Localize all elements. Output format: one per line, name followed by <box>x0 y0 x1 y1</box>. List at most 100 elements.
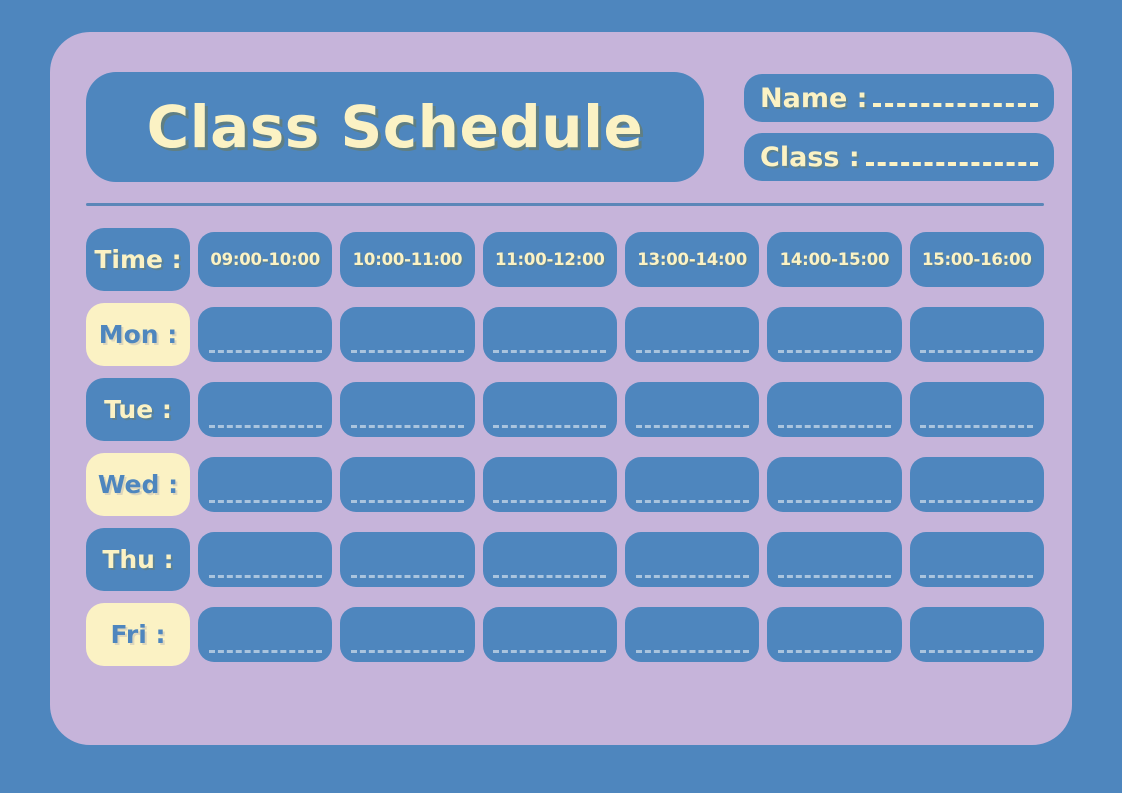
time-slot-label: 14:00-15:00 <box>779 250 890 269</box>
day-slots-mon <box>198 307 1044 362</box>
cell-writeline <box>351 350 464 353</box>
time-slot-label: 13:00-14:00 <box>637 250 747 269</box>
time-header-label-cell: Time : <box>86 228 190 291</box>
cell-writeline <box>920 425 1034 428</box>
time-header-slots: 09:00-10:00 10:00-11:00 11:00-12:00 13:0… <box>198 232 1044 287</box>
schedule-cell[interactable] <box>340 307 475 362</box>
schedule-cell[interactable] <box>482 607 617 662</box>
schedule-cell[interactable] <box>909 307 1044 362</box>
cell-writeline <box>351 650 464 653</box>
cell-writeline <box>635 650 749 653</box>
cell-writeline <box>778 575 891 578</box>
day-label: Mon : <box>98 320 178 349</box>
day-label: Tue : <box>104 395 172 424</box>
cell-writeline <box>778 650 891 653</box>
schedule-cell[interactable] <box>909 382 1044 437</box>
time-slot-header: 09:00-10:00 <box>198 232 333 287</box>
cell-writeline <box>920 575 1034 578</box>
day-label: Thu : <box>102 545 174 574</box>
schedule-cell[interactable] <box>340 382 475 437</box>
day-row-mon: Mon : <box>86 303 1044 366</box>
day-row-wed: Wed : <box>86 453 1044 516</box>
time-slot-label: 15:00-16:00 <box>921 250 1032 269</box>
day-slots-fri <box>198 607 1044 662</box>
schedule-cell[interactable] <box>340 532 475 587</box>
name-field[interactable]: Name : <box>744 74 1054 122</box>
day-label: Wed : <box>97 470 179 499</box>
day-label-cell-tue: Tue : <box>86 378 190 441</box>
time-slot-header: 14:00-15:00 <box>767 232 902 287</box>
cell-writeline <box>493 425 607 428</box>
day-label-cell-fri: Fri : <box>86 603 190 666</box>
name-field-writeline[interactable] <box>873 103 1038 107</box>
cell-writeline <box>351 575 464 578</box>
day-slots-tue <box>198 382 1044 437</box>
cell-writeline <box>208 575 322 578</box>
schedule-cell[interactable] <box>624 532 760 587</box>
cell-writeline <box>208 425 322 428</box>
schedule-cell[interactable] <box>624 382 760 437</box>
cell-writeline <box>493 350 607 353</box>
cell-writeline <box>493 650 607 653</box>
class-field-label: Class : <box>760 141 860 173</box>
schedule-cell[interactable] <box>624 307 760 362</box>
header-divider <box>86 203 1044 206</box>
cell-writeline <box>208 650 322 653</box>
day-label-cell-mon: Mon : <box>86 303 190 366</box>
time-slot-header: 13:00-14:00 <box>624 232 760 287</box>
schedule-cell[interactable] <box>767 457 902 512</box>
class-field[interactable]: Class : <box>744 133 1054 181</box>
day-row-tue: Tue : <box>86 378 1044 441</box>
cell-writeline <box>778 500 891 503</box>
time-slot-header: 11:00-12:00 <box>482 232 617 287</box>
schedule-cell[interactable] <box>767 307 902 362</box>
cell-writeline <box>635 350 749 353</box>
cell-writeline <box>351 425 464 428</box>
time-header-row: Time : 09:00-10:00 10:00-11:00 11:00-12:… <box>86 228 1044 291</box>
schedule-cell[interactable] <box>909 607 1044 662</box>
schedule-cell[interactable] <box>909 457 1044 512</box>
schedule-cell[interactable] <box>624 607 760 662</box>
schedule-cell[interactable] <box>198 382 333 437</box>
schedule-cell[interactable] <box>767 532 902 587</box>
cell-writeline <box>920 500 1034 503</box>
schedule-cell[interactable] <box>767 382 902 437</box>
schedule-cell[interactable] <box>767 607 902 662</box>
schedule-cell[interactable] <box>624 457 760 512</box>
day-label-cell-wed: Wed : <box>86 453 190 516</box>
time-slot-label: 11:00-12:00 <box>494 250 605 269</box>
schedule-cell[interactable] <box>482 532 617 587</box>
schedule-card: Class Schedule Name : Class : Time : 09:… <box>50 32 1072 745</box>
cell-writeline <box>208 500 322 503</box>
day-label: Fri : <box>110 620 166 649</box>
schedule-cell[interactable] <box>198 457 333 512</box>
schedule-cell[interactable] <box>909 532 1044 587</box>
schedule-cell[interactable] <box>482 307 617 362</box>
day-slots-thu <box>198 532 1044 587</box>
schedule-cell[interactable] <box>340 457 475 512</box>
cell-writeline <box>778 350 891 353</box>
schedule-cell[interactable] <box>198 307 333 362</box>
day-slots-wed <box>198 457 1044 512</box>
time-slot-label: 09:00-10:00 <box>210 250 321 269</box>
day-row-fri: Fri : <box>86 603 1044 666</box>
name-field-label: Name : <box>760 82 868 114</box>
schedule-cell[interactable] <box>340 607 475 662</box>
schedule-grid: Time : 09:00-10:00 10:00-11:00 11:00-12:… <box>86 228 1044 666</box>
time-slot-header: 10:00-11:00 <box>340 232 475 287</box>
class-field-writeline[interactable] <box>865 162 1038 166</box>
cell-writeline <box>920 350 1034 353</box>
day-label-cell-thu: Thu : <box>86 528 190 591</box>
cell-writeline <box>208 350 322 353</box>
schedule-cell[interactable] <box>482 382 617 437</box>
schedule-cell[interactable] <box>198 532 333 587</box>
cell-writeline <box>493 575 607 578</box>
page-title: Class Schedule <box>146 93 644 161</box>
schedule-cell[interactable] <box>198 607 333 662</box>
cell-writeline <box>778 425 891 428</box>
schedule-cell[interactable] <box>482 457 617 512</box>
time-header-label: Time : <box>94 245 182 274</box>
cell-writeline <box>351 500 464 503</box>
header: Class Schedule Name : Class : <box>86 72 1054 187</box>
